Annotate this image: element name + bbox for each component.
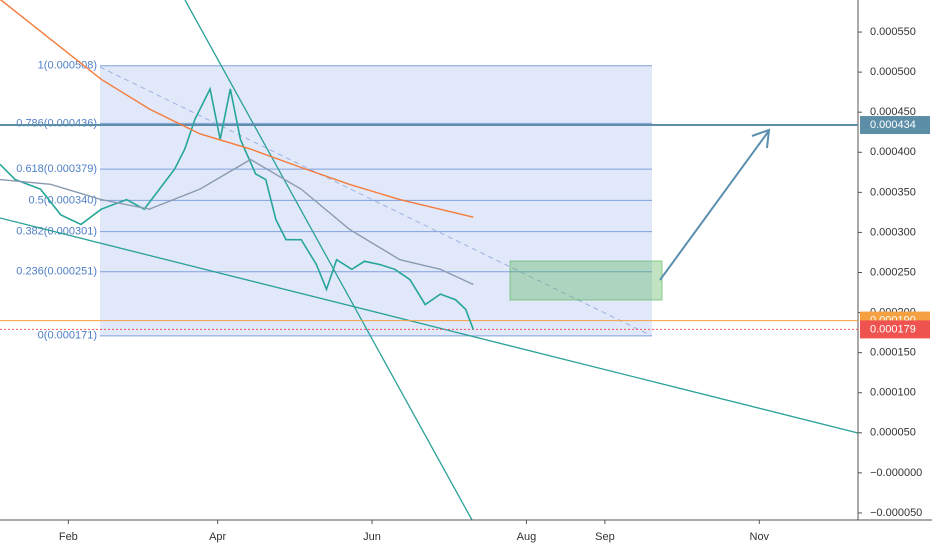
series-line (0, 0, 474, 218)
price-tag (860, 320, 930, 339)
y-tick-label: 0.000550 (870, 26, 916, 38)
x-tick-label: Jun (363, 531, 381, 543)
fib-zone: 1(0.000508) 0.786(0.000436) 0.618(0.000379… (16, 60, 652, 342)
y-tick-label: 0.000050 (870, 427, 916, 439)
target-box (509, 260, 663, 301)
fib-diagonal (99, 66, 653, 337)
fib-label: 0.618(0.000379) (16, 163, 97, 175)
y-tick-label: 0.000150 (870, 347, 916, 359)
series-line (0, 86, 475, 330)
x-tick-label: Sep (595, 531, 615, 543)
fib-label: 0.236(0.000251) (16, 266, 97, 278)
fib-label: 0.5(0.000340) (29, 194, 98, 206)
y-tick-label: 0.000400 (870, 146, 916, 158)
x-tick-label: Apr (209, 531, 226, 543)
y-tick-label: −0.000000 (870, 467, 922, 479)
x-tick-label: Aug (517, 531, 537, 543)
arrow (659, 131, 769, 281)
x-tick-label: Feb (59, 531, 78, 543)
price-tag-label: 0.000434 (870, 119, 916, 131)
y-tick-label: 0.000450 (870, 106, 916, 118)
fib-label: 1(0.000508) (38, 60, 97, 72)
trend-line (0, 217, 859, 434)
trend-line (184, 0, 473, 521)
x-tick-label: Nov (750, 531, 770, 543)
arrow-head (751, 128, 771, 149)
y-tick-label: 0.000350 (870, 186, 916, 198)
y-tick-label: 0.000100 (870, 387, 916, 399)
price-tag-label: 0.000179 (870, 323, 916, 335)
price-tag (860, 116, 930, 135)
y-tick-label: 0.000250 (870, 266, 916, 278)
series-line (0, 158, 474, 286)
y-tick-label: −0.000050 (870, 507, 922, 519)
y-tick-label: 0.000300 (870, 226, 916, 238)
y-tick-label: 0.000500 (870, 66, 916, 78)
fib-label: 0.786(0.000436) (16, 117, 97, 129)
fib-label: 0(0.000171) (38, 330, 97, 342)
